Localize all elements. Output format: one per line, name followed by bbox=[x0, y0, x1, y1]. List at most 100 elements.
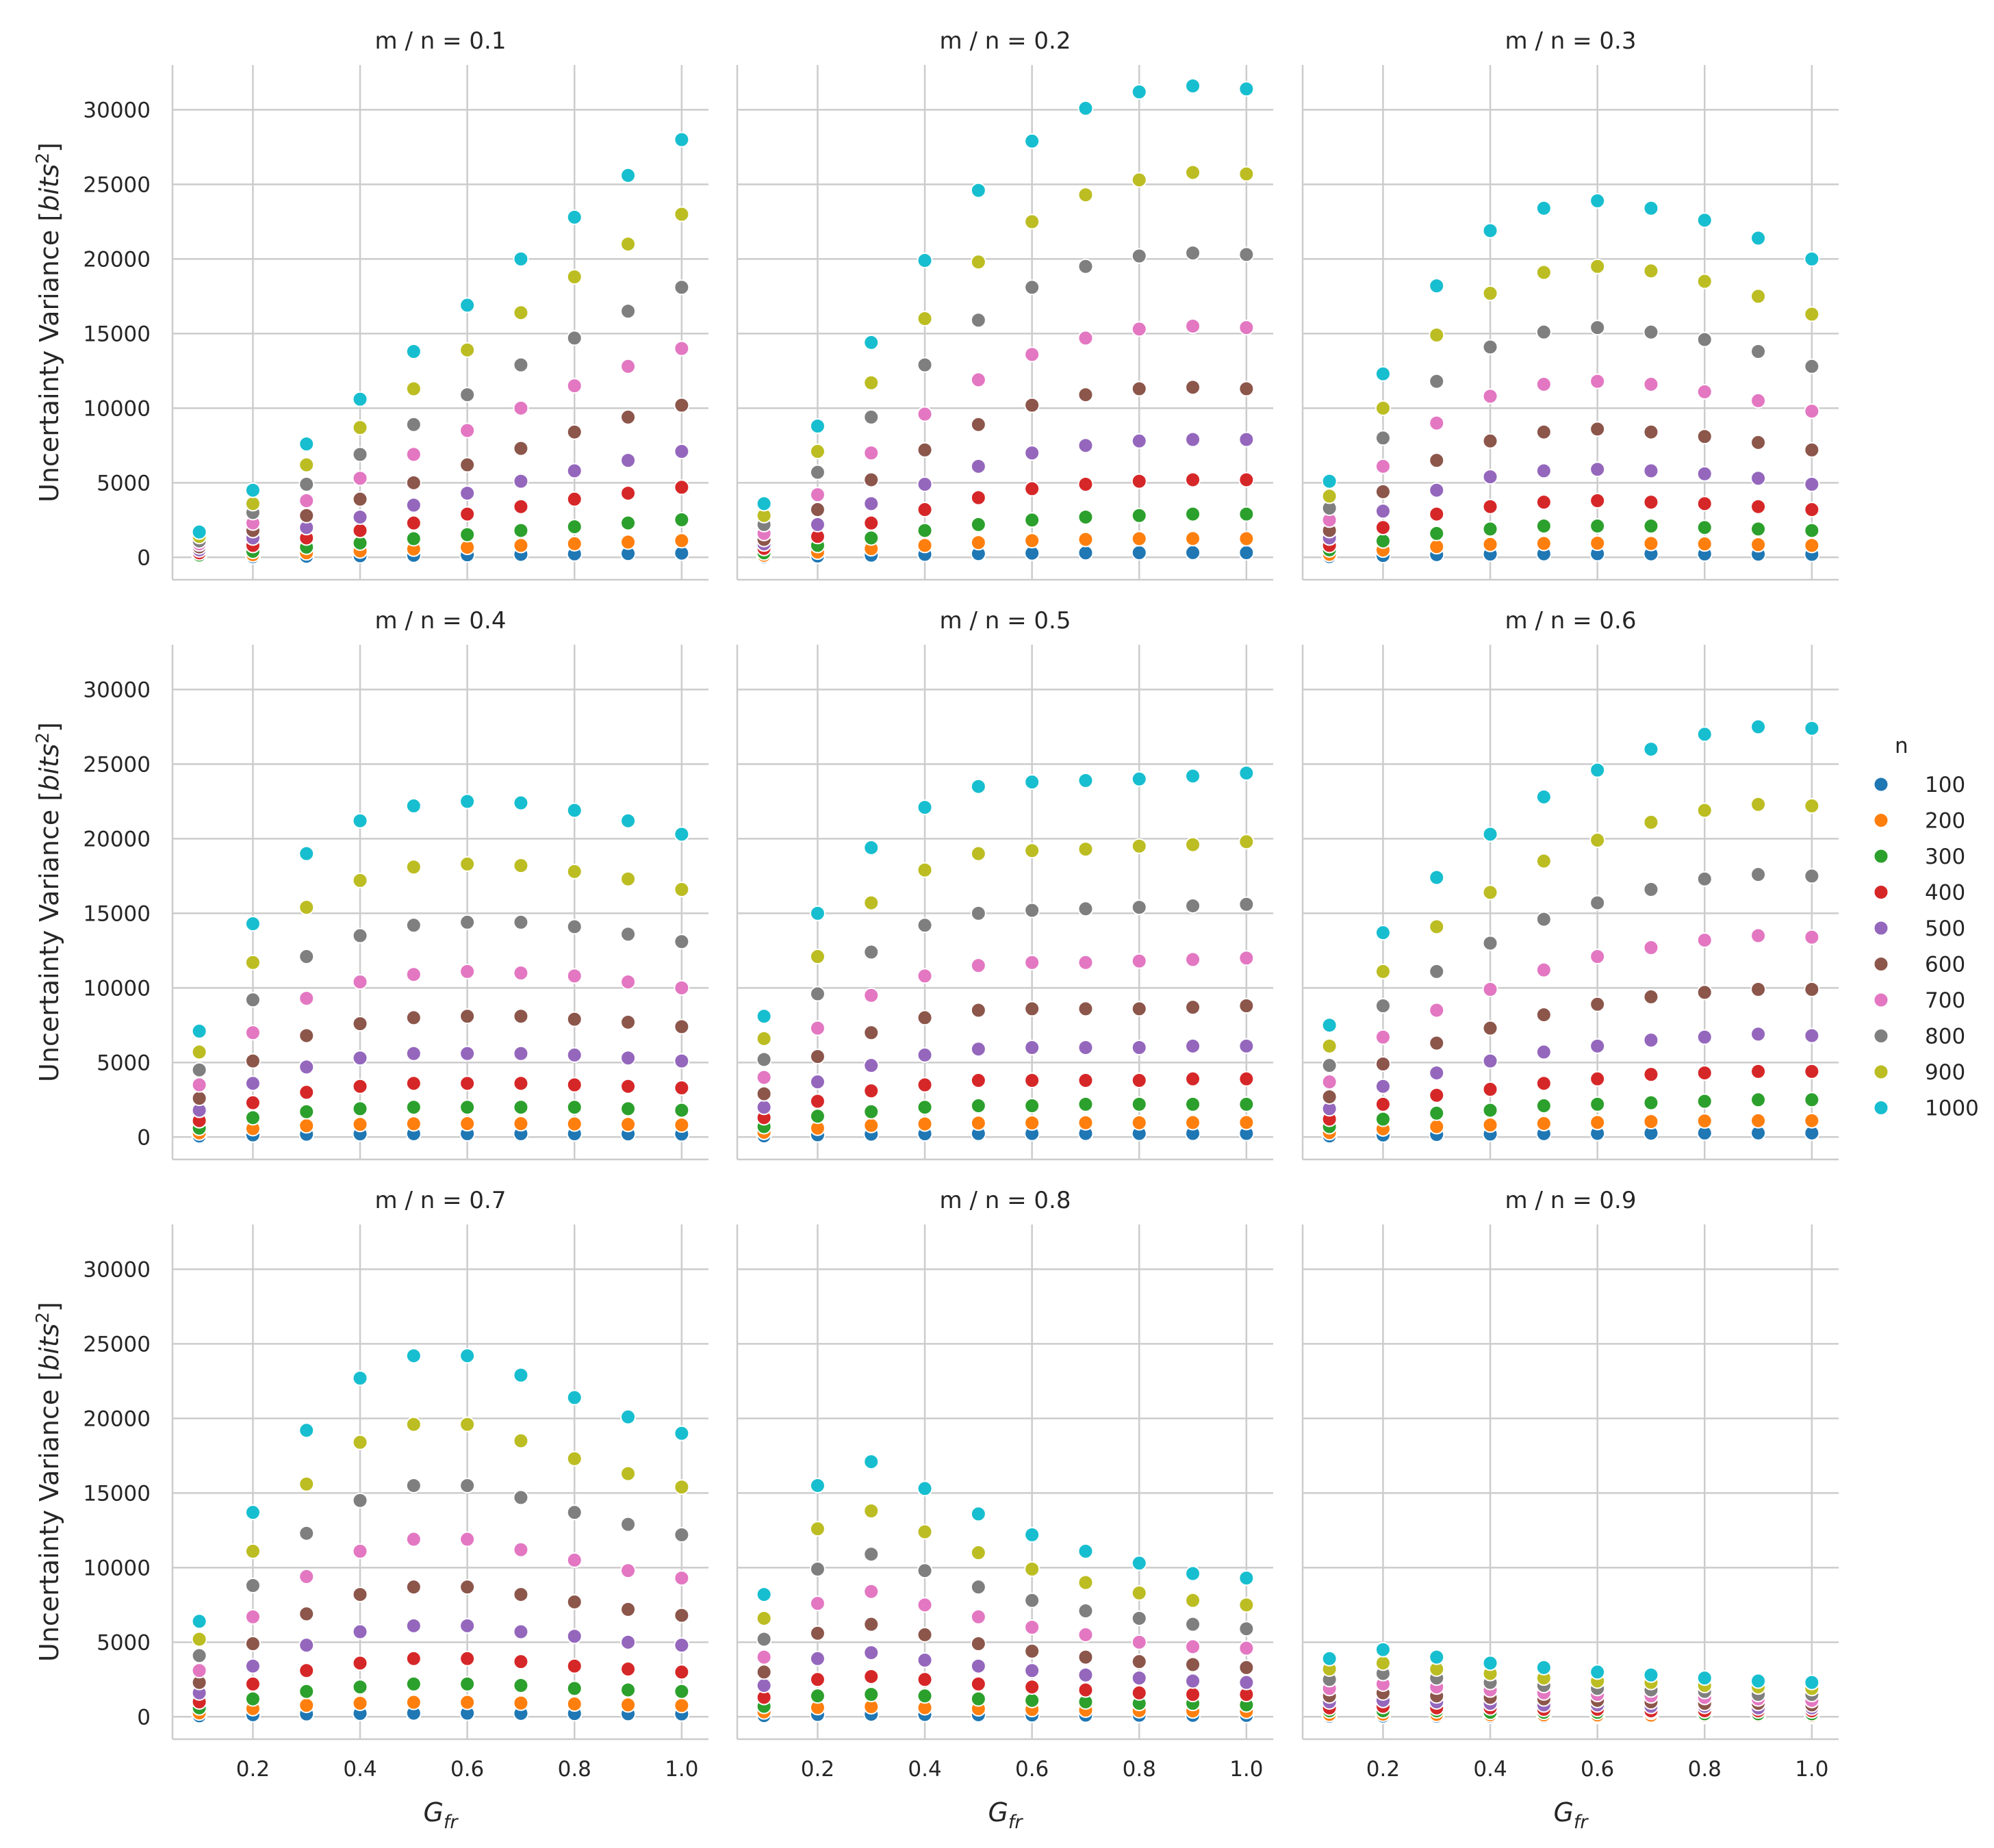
panel-title: m / n = 0.6 bbox=[1505, 607, 1637, 634]
data-point bbox=[1238, 1570, 1255, 1587]
data-point bbox=[1238, 320, 1255, 336]
data-point bbox=[863, 1546, 880, 1563]
data-point bbox=[1185, 318, 1201, 334]
data-point bbox=[513, 1624, 529, 1640]
data-point bbox=[970, 1041, 986, 1057]
data-point bbox=[1185, 1592, 1201, 1608]
data-point bbox=[298, 899, 315, 916]
data-point bbox=[1185, 1656, 1201, 1673]
data-point bbox=[1131, 1114, 1147, 1131]
data-point bbox=[970, 1691, 986, 1707]
data-point bbox=[513, 537, 529, 554]
data-point bbox=[1482, 1053, 1498, 1069]
data-point bbox=[1024, 279, 1040, 296]
data-point bbox=[1131, 1634, 1147, 1650]
x-tick-label: 0.6 bbox=[1581, 1757, 1614, 1782]
data-point bbox=[674, 1664, 690, 1680]
data-point bbox=[1589, 996, 1606, 1012]
data-point bbox=[1077, 531, 1094, 548]
data-point bbox=[1024, 1115, 1040, 1131]
data-point bbox=[1750, 230, 1767, 246]
data-point bbox=[513, 1008, 529, 1025]
data-point bbox=[1077, 1626, 1094, 1643]
data-point bbox=[970, 1098, 986, 1114]
data-point bbox=[191, 1062, 207, 1078]
data-point bbox=[1321, 1074, 1338, 1090]
data-point bbox=[1482, 222, 1498, 239]
data-point bbox=[405, 1099, 422, 1116]
data-point bbox=[1238, 1096, 1255, 1112]
data-point bbox=[1375, 503, 1391, 519]
data-point bbox=[863, 515, 880, 531]
panel-2: m / n = 0.2 bbox=[736, 27, 1273, 581]
data-point bbox=[620, 1101, 637, 1117]
panel-8: 0.2 0.4 0.6 0.8 1.0 m / n = 0.8 Gfr bbox=[736, 1187, 1273, 1833]
data-point bbox=[566, 1628, 583, 1645]
panel-title: m / n = 0.5 bbox=[940, 607, 1071, 634]
y-tick-label: 0 bbox=[137, 1705, 151, 1730]
y-tick-label: 0 bbox=[137, 546, 151, 570]
data-point bbox=[1024, 1663, 1040, 1679]
data-point bbox=[298, 1663, 315, 1679]
data-point bbox=[1482, 1655, 1498, 1671]
data-point bbox=[620, 1014, 637, 1030]
data-point bbox=[1804, 929, 1820, 945]
data-point bbox=[1750, 392, 1767, 409]
data-point bbox=[917, 968, 933, 984]
data-point bbox=[1185, 1639, 1201, 1655]
data-point bbox=[1696, 1670, 1713, 1686]
data-point bbox=[620, 1116, 637, 1133]
legend-item: 400 bbox=[1873, 881, 1965, 906]
data-point bbox=[566, 1099, 583, 1116]
data-point bbox=[244, 992, 261, 1008]
data-point bbox=[1077, 258, 1094, 274]
data-point bbox=[1589, 1096, 1606, 1112]
x-tick-label: 0.4 bbox=[343, 1757, 376, 1782]
x-axis-label: Gfr bbox=[423, 1797, 459, 1833]
data-point bbox=[1696, 273, 1713, 290]
data-point bbox=[809, 444, 826, 460]
data-point bbox=[405, 1694, 422, 1710]
data-point bbox=[352, 1016, 368, 1032]
y-axis-label-close: ] bbox=[34, 722, 64, 732]
data-point bbox=[459, 1075, 476, 1092]
data-point bbox=[1321, 1650, 1338, 1667]
data-point bbox=[809, 487, 826, 503]
data-point bbox=[352, 1050, 368, 1066]
data-point bbox=[620, 1601, 637, 1617]
data-point bbox=[1077, 901, 1094, 917]
data-point bbox=[674, 1425, 690, 1441]
legend-item: 900 bbox=[1873, 1060, 1965, 1085]
data-point bbox=[405, 1650, 422, 1667]
data-point bbox=[1185, 1096, 1201, 1112]
data-point bbox=[970, 1608, 986, 1625]
data-point bbox=[1535, 962, 1552, 978]
data-point bbox=[1185, 1565, 1201, 1582]
data-point bbox=[566, 1116, 583, 1132]
data-point bbox=[459, 387, 476, 403]
data-point bbox=[1024, 1692, 1040, 1708]
legend-label: 800 bbox=[1925, 1025, 1965, 1049]
data-point bbox=[756, 1099, 772, 1116]
data-point bbox=[513, 498, 529, 515]
data-point bbox=[1131, 1555, 1147, 1571]
data-point bbox=[1131, 172, 1147, 188]
data-point bbox=[459, 506, 476, 522]
data-point bbox=[620, 926, 637, 942]
data-point bbox=[1077, 1040, 1094, 1056]
data-point bbox=[809, 905, 826, 921]
data-point bbox=[191, 1647, 207, 1664]
data-point bbox=[1482, 469, 1498, 485]
data-point bbox=[1535, 324, 1552, 340]
data-point bbox=[1131, 771, 1147, 787]
data-point bbox=[244, 1109, 261, 1126]
legend: n 100 200 300 400 500 600 700 800 900 1000 bbox=[1873, 734, 1979, 1121]
data-point bbox=[620, 974, 637, 990]
data-point bbox=[352, 927, 368, 944]
data-point bbox=[1643, 494, 1659, 511]
data-point bbox=[1429, 1649, 1445, 1665]
data-point bbox=[1750, 1112, 1767, 1129]
data-point bbox=[352, 1434, 368, 1450]
x-tick-label: 1.0 bbox=[1229, 1757, 1263, 1782]
data-point bbox=[863, 1686, 880, 1703]
